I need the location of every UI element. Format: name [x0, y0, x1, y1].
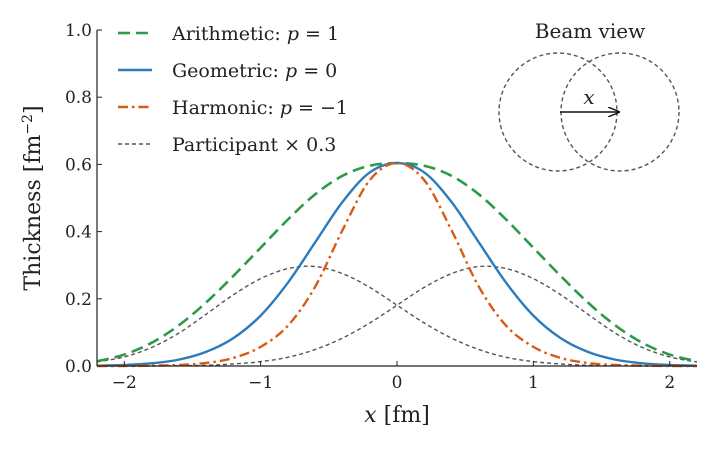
series-line-1: [96, 161, 698, 367]
y-tick-label: 0.6: [65, 155, 92, 175]
series-line-0: [96, 161, 698, 363]
inset-title: Beam view: [535, 19, 645, 43]
legend-label: Harmonic: p = −1: [172, 97, 348, 119]
legend: Arithmetic: p = 1 Geometric: p = 0 Harmoni…: [118, 23, 348, 156]
x-ticks: −2 −1 0 1 2: [112, 361, 675, 393]
x-tick-label: −1: [248, 373, 273, 393]
y-ticks: 0.0 0.2 0.4 0.6 0.8 1.0: [65, 21, 102, 377]
legend-label: Participant × 0.3: [172, 134, 336, 156]
y-tick-label: 0.8: [65, 88, 92, 108]
y-tick-label: 0.2: [65, 290, 92, 310]
series-line-3: [96, 265, 697, 367]
series-line-2: [96, 161, 698, 368]
x-tick-label: 0: [392, 373, 403, 393]
inset-arrow-label: x: [583, 85, 594, 109]
series-lines: [96, 161, 698, 368]
y-tick-label: 0.0: [65, 357, 92, 377]
beam-view-inset: Beam view x: [498, 19, 680, 172]
x-axis-label: x [fm]: [364, 403, 430, 428]
x-tick-label: 2: [664, 373, 675, 393]
y-axis-label: Thickness [fm−2]: [20, 105, 46, 290]
legend-label: Arithmetic: p = 1: [171, 23, 339, 45]
x-tick-label: −2: [112, 373, 137, 393]
series-line-4: [97, 265, 698, 367]
y-tick-label: 0.4: [65, 223, 92, 243]
legend-label: Geometric: p = 0: [172, 60, 337, 82]
y-tick-label: 1.0: [65, 21, 92, 41]
x-tick-label: 1: [528, 373, 539, 393]
